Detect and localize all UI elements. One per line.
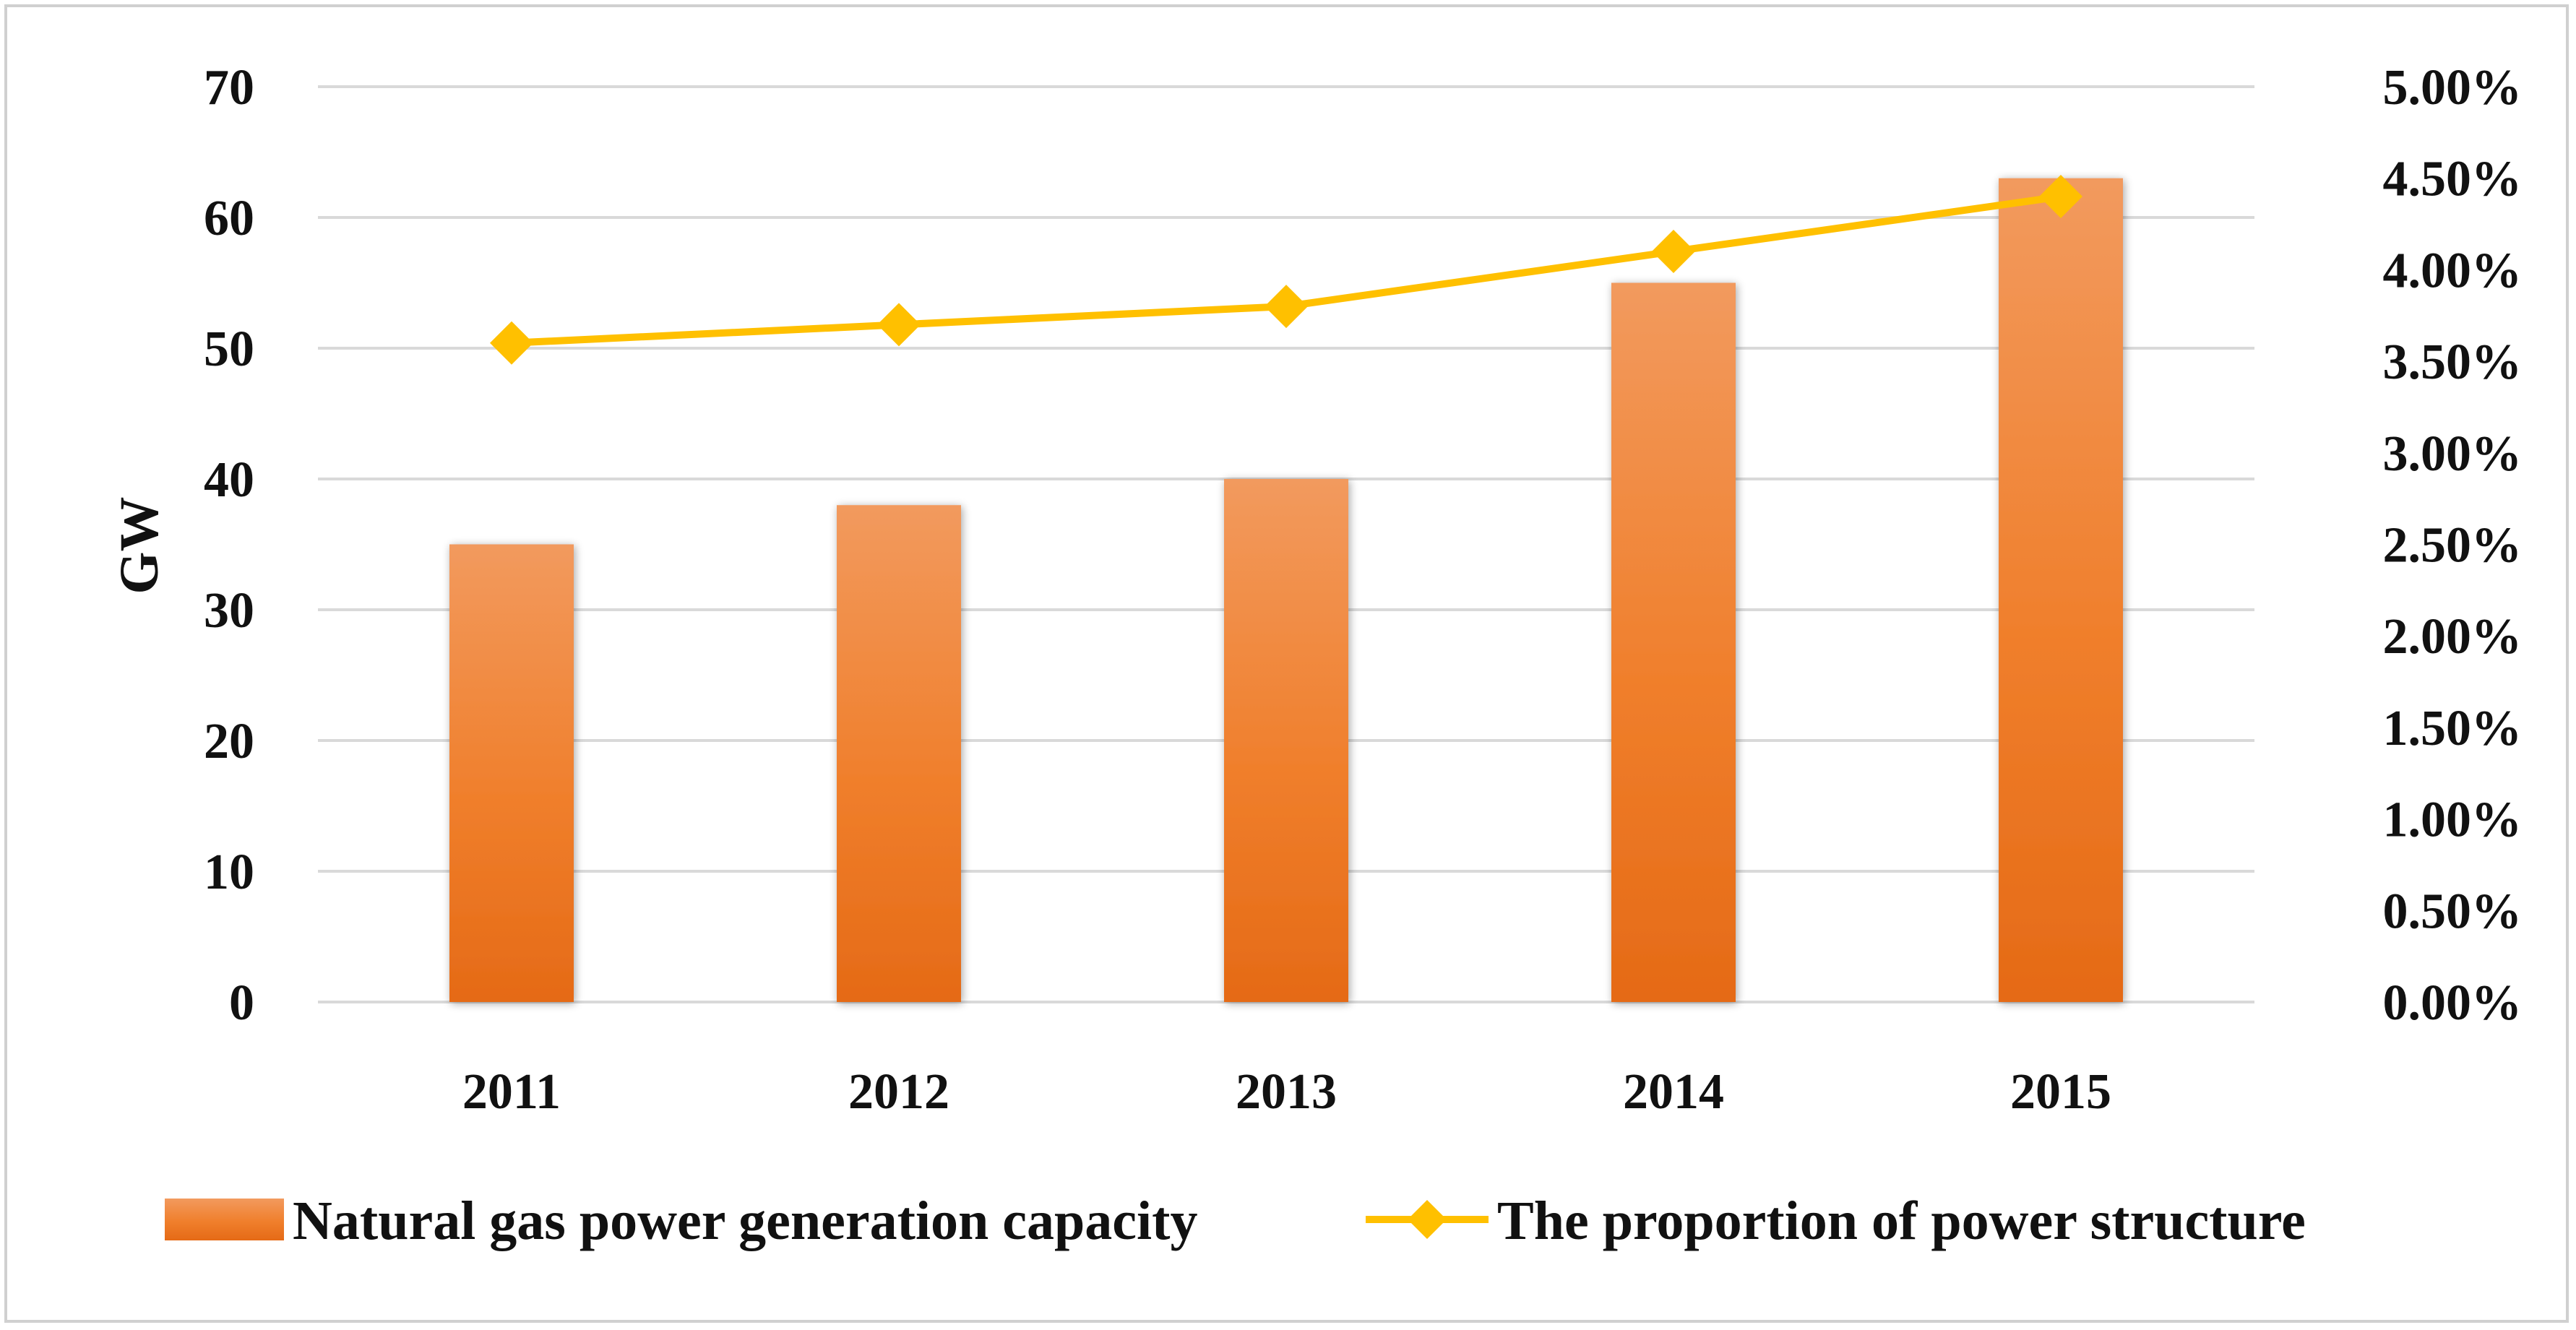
y-tick-label: 60 <box>204 191 254 246</box>
x-tick-label: 2015 <box>2010 1064 2111 1120</box>
x-tick-label: 2014 <box>1623 1064 1724 1120</box>
y-tick-label: 50 <box>204 321 254 377</box>
y-tick-label: 30 <box>204 583 254 639</box>
y2-tick-label: 4.50% <box>2383 152 2523 207</box>
legend-label: The proportion of power structure <box>1497 1191 2306 1251</box>
y-tick-label: 0 <box>229 975 254 1031</box>
y2-tick-label: 0.00% <box>2383 975 2523 1031</box>
line-series <box>490 175 2082 365</box>
y-tick-label: 10 <box>204 845 254 900</box>
line-point <box>1265 285 1308 329</box>
legend-swatch-bar <box>165 1199 284 1240</box>
y2-tick-label: 3.50% <box>2383 334 2523 390</box>
line-point <box>1652 230 1695 274</box>
line-point <box>490 321 533 365</box>
y2-tick-label: 1.00% <box>2383 793 2523 848</box>
y-axis-title: GW <box>109 496 170 594</box>
y2-tick-label: 4.00% <box>2383 243 2523 298</box>
x-axis-ticks: 2011 2012 2013 2014 2015 <box>462 1064 2111 1120</box>
bar <box>449 544 574 1002</box>
bar <box>1224 479 1348 1002</box>
y2-tick-label: 2.00% <box>2383 609 2523 665</box>
y-tick-label: 40 <box>204 452 254 508</box>
legend-label: Natural gas power generation capacity <box>293 1191 1197 1251</box>
legend: Natural gas power generation capacity The… <box>165 1191 2306 1251</box>
x-tick-label: 2011 <box>462 1064 561 1120</box>
y-tick-label: 20 <box>204 714 254 769</box>
x-tick-label: 2012 <box>848 1064 949 1120</box>
bar-series <box>449 178 2123 1003</box>
bar <box>837 505 961 1002</box>
right-axis-ticks: 0.00% 0.50% 1.00% 1.50% 2.00% 2.50% 3.00% 3.50%… <box>2383 60 2523 1031</box>
x-tick-label: 2013 <box>1236 1064 1337 1120</box>
bar <box>1611 282 1736 1002</box>
bar <box>1999 178 2123 1003</box>
line-point <box>2039 175 2082 219</box>
y-tick-label: 70 <box>204 60 254 116</box>
y2-tick-label: 3.00% <box>2383 426 2523 482</box>
legend-swatch-marker <box>1408 1200 1447 1239</box>
y2-tick-label: 0.50% <box>2383 884 2523 939</box>
y2-tick-label: 1.50% <box>2383 701 2523 756</box>
y2-tick-label: 5.00% <box>2383 60 2523 116</box>
left-axis-ticks: 0 10 20 30 40 50 60 70 <box>204 60 254 1031</box>
y2-tick-label: 2.50% <box>2383 518 2523 574</box>
line-point <box>877 303 921 347</box>
